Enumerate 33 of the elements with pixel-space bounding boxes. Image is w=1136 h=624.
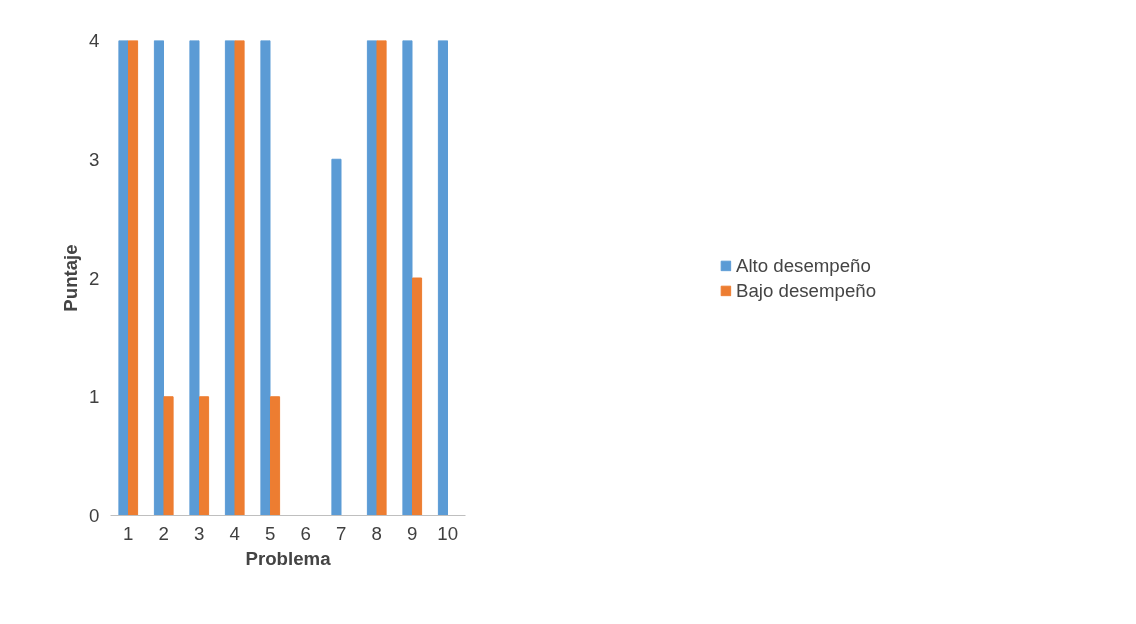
y-tick-label: 1 bbox=[89, 386, 100, 408]
bar bbox=[411, 277, 423, 516]
y-tick-label: 3 bbox=[89, 148, 100, 170]
x-tick-label: 1 bbox=[123, 522, 134, 544]
bar bbox=[402, 40, 413, 516]
x-tick-label: 4 bbox=[229, 522, 240, 544]
legend-label: Bajo desempeño bbox=[735, 279, 877, 301]
x-tick-label: 10 bbox=[437, 522, 459, 544]
bar bbox=[234, 40, 245, 516]
y-tick-label: 0 bbox=[89, 505, 100, 526]
bar bbox=[198, 396, 210, 516]
y-tick-label: 4 bbox=[89, 30, 100, 51]
y-tick-label: 2 bbox=[89, 267, 100, 289]
bar bbox=[437, 40, 449, 516]
x-axis-title: Problema bbox=[245, 547, 332, 569]
bar bbox=[376, 40, 387, 516]
bar bbox=[331, 158, 342, 516]
x-tick-label: 2 bbox=[158, 522, 169, 544]
bar bbox=[127, 40, 139, 516]
x-tick-label: 8 bbox=[371, 522, 382, 544]
x-tick-label: 9 bbox=[407, 522, 418, 544]
y-axis-title: Puntaje bbox=[60, 244, 82, 312]
x-tick-label: 5 bbox=[265, 522, 276, 544]
bar bbox=[269, 396, 281, 516]
x-tick-label: 7 bbox=[336, 522, 347, 544]
legend-label: Alto desempeño bbox=[735, 254, 871, 276]
bar bbox=[153, 40, 165, 516]
bar bbox=[189, 40, 200, 516]
bar bbox=[260, 40, 271, 516]
x-tick-label: 3 bbox=[194, 522, 205, 544]
x-tick-label: 6 bbox=[300, 522, 311, 544]
bar bbox=[118, 40, 129, 516]
bar bbox=[163, 396, 174, 516]
